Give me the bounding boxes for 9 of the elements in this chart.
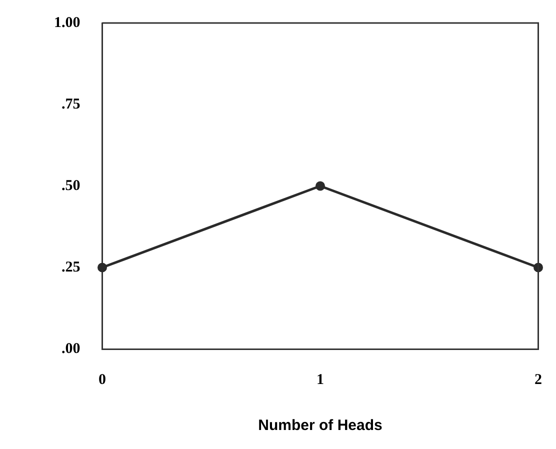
x-tick-label: 1 — [316, 372, 324, 388]
y-tick-label: .75 — [62, 96, 80, 112]
y-tick-label: .00 — [62, 340, 80, 357]
y-tick-label: 1.00 — [54, 14, 80, 31]
x-axis-title: Number of Heads — [258, 417, 382, 434]
y-tick-label: .50 — [62, 178, 80, 194]
x-tick-label: 2 — [534, 372, 542, 388]
x-tick-label: 0 — [98, 372, 106, 388]
y-tick-label: .25 — [62, 259, 80, 276]
